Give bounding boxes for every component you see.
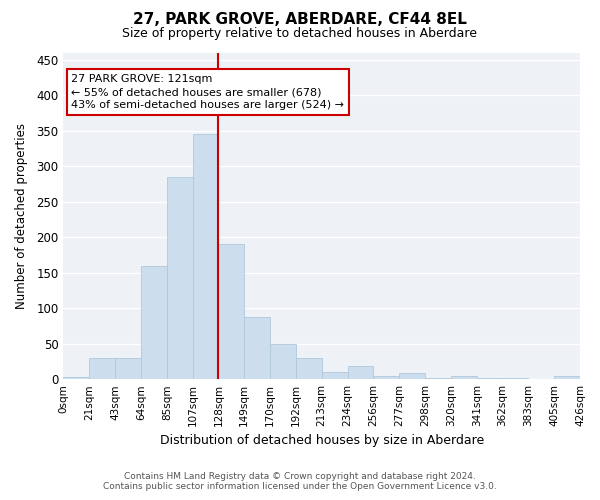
Bar: [347, 366, 373, 379]
Bar: [322, 372, 347, 379]
Bar: [89, 358, 115, 379]
Bar: [476, 378, 503, 379]
Bar: [244, 316, 270, 379]
Bar: [115, 358, 141, 379]
Bar: [193, 134, 218, 379]
Bar: [64, 377, 89, 379]
Bar: [141, 266, 167, 379]
Text: Size of property relative to detached houses in Aberdare: Size of property relative to detached ho…: [122, 28, 478, 40]
Bar: [373, 376, 399, 379]
Bar: [167, 177, 193, 379]
Bar: [270, 344, 296, 379]
Bar: [425, 378, 451, 379]
Bar: [503, 378, 529, 379]
Bar: [554, 376, 580, 379]
X-axis label: Distribution of detached houses by size in Aberdare: Distribution of detached houses by size …: [160, 434, 484, 448]
Y-axis label: Number of detached properties: Number of detached properties: [15, 123, 28, 309]
Text: 27, PARK GROVE, ABERDARE, CF44 8EL: 27, PARK GROVE, ABERDARE, CF44 8EL: [133, 12, 467, 28]
Bar: [399, 373, 425, 379]
Text: Contains HM Land Registry data © Crown copyright and database right 2024.
Contai: Contains HM Land Registry data © Crown c…: [103, 472, 497, 491]
Bar: [296, 358, 322, 379]
Bar: [218, 244, 244, 379]
Bar: [451, 376, 476, 379]
Text: 27 PARK GROVE: 121sqm
← 55% of detached houses are smaller (678)
43% of semi-det: 27 PARK GROVE: 121sqm ← 55% of detached …: [71, 74, 344, 110]
